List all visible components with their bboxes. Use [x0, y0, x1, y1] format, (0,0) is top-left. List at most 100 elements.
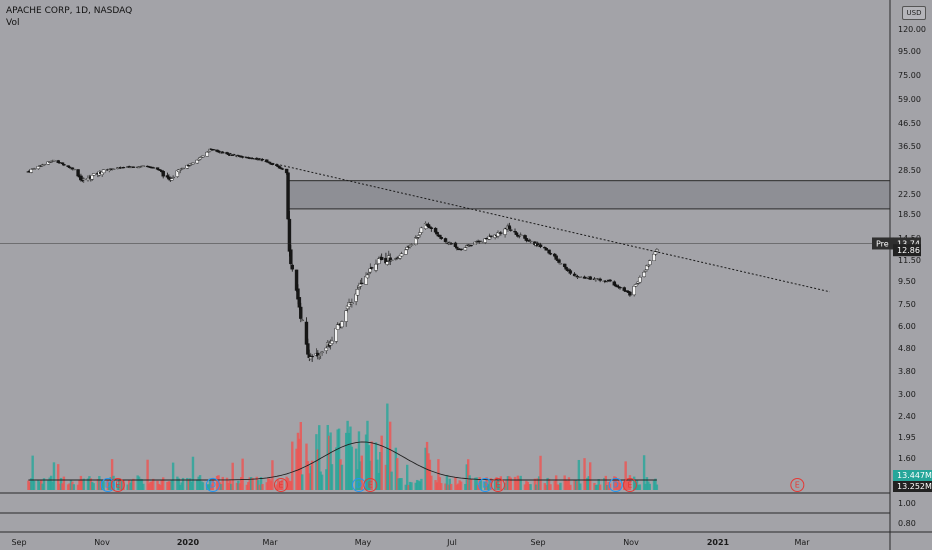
- candle-body: [76, 169, 80, 177]
- volume-bar: [218, 482, 222, 490]
- volume-bar: [404, 484, 407, 490]
- candle-body: [360, 282, 364, 284]
- volume-bar: [410, 482, 413, 490]
- candle-body: [324, 347, 329, 351]
- volume-bar: [68, 483, 71, 490]
- volume-bar: [170, 479, 173, 490]
- volume-bar: [519, 475, 522, 490]
- time-tick-label: Sep: [11, 538, 26, 547]
- candle-body: [608, 279, 612, 282]
- volume-bar: [374, 442, 378, 490]
- volume-bar: [528, 484, 531, 490]
- price-tick-label: 36.50: [898, 142, 921, 151]
- volume-bar: [82, 478, 85, 490]
- volume-bar: [624, 461, 627, 490]
- candle-body: [358, 283, 363, 287]
- last-price-badge: [893, 244, 921, 257]
- volume-bar: [171, 462, 175, 490]
- candle-body: [469, 244, 473, 247]
- volume-bar: [225, 477, 229, 490]
- volume-bar: [354, 448, 358, 490]
- volume-bar: [38, 481, 41, 490]
- candle-body: [558, 263, 563, 265]
- volume-bar: [298, 438, 301, 490]
- marker-letter: D: [105, 481, 111, 490]
- volume-bar: [160, 480, 163, 490]
- volume-bar: [306, 461, 310, 490]
- volume-bar: [161, 477, 165, 490]
- price-tick-label: 22.50: [898, 190, 921, 199]
- candle-body: [32, 168, 36, 170]
- volume-bar: [30, 478, 33, 490]
- volume-bar: [617, 478, 620, 490]
- volume-bar: [496, 480, 500, 490]
- candle-body: [568, 270, 573, 274]
- volume-bar: [241, 458, 244, 490]
- volume-badge: [893, 470, 932, 481]
- volume-bar: [57, 464, 60, 490]
- volume-bar: [61, 483, 64, 490]
- volume-bar: [327, 435, 331, 490]
- volume-bar: [335, 447, 338, 490]
- volume-bar: [78, 479, 81, 490]
- volume-bar: [488, 478, 491, 490]
- price-tick-label: 95.00: [898, 47, 921, 56]
- marker-letter: E: [368, 481, 373, 490]
- volume-bar: [126, 484, 129, 490]
- candle-body: [101, 169, 106, 174]
- marker-letter: D: [356, 481, 362, 490]
- dividend-marker-icon: [100, 478, 115, 492]
- time-tick-label: Nov: [623, 538, 639, 547]
- volume-bar: [608, 483, 612, 490]
- volume-bar: [447, 484, 450, 490]
- volume-bar: [275, 484, 278, 490]
- candle-body: [389, 259, 394, 261]
- volume-bar: [238, 483, 241, 490]
- candle-body: [489, 235, 493, 238]
- candle-body: [171, 176, 175, 179]
- currency-button[interactable]: USD: [902, 6, 926, 20]
- volume-bar: [623, 481, 626, 490]
- volume-bar: [100, 480, 104, 490]
- volume-bar: [339, 459, 342, 490]
- volume-bar: [319, 471, 322, 490]
- volume-bar: [493, 478, 497, 490]
- volume-bar: [69, 480, 73, 490]
- volume-bar: [39, 480, 43, 490]
- volume-bar: [556, 484, 559, 490]
- lines-layer: [0, 148, 890, 293]
- volume-bar: [384, 464, 388, 490]
- candle-body: [86, 178, 90, 181]
- volume-bar: [474, 477, 477, 490]
- volume-bar: [628, 475, 632, 490]
- candle-body: [479, 241, 483, 243]
- candle-body: [509, 229, 513, 231]
- volume-bar: [200, 481, 203, 490]
- volume-bar: [230, 483, 233, 490]
- volume-bar: [537, 476, 541, 490]
- candle-body: [642, 271, 646, 277]
- symbol-title: APACHE CORP, 1D, NASDAQ: [6, 6, 133, 16]
- volume-bar: [400, 478, 403, 490]
- candle-body: [503, 228, 507, 235]
- candle-body: [538, 244, 543, 248]
- volume-value-1: 13.447M: [897, 471, 932, 480]
- candle-body: [270, 163, 275, 165]
- volume-bar: [455, 484, 459, 490]
- trendline-resistance: [209, 148, 831, 293]
- candle-body: [635, 283, 639, 285]
- price-tick-label: 0.80: [898, 519, 916, 528]
- candle-body: [578, 276, 582, 278]
- volume-bar: [529, 484, 532, 490]
- volume-bar: [159, 484, 162, 490]
- volume-bar: [261, 484, 264, 490]
- volume-bar: [369, 460, 372, 490]
- candle-body: [91, 173, 96, 176]
- volume-bar: [364, 434, 368, 490]
- volume-bar: [37, 480, 40, 490]
- volume-bar: [577, 459, 581, 490]
- candle-body: [554, 255, 558, 260]
- price-tick-label: 1.00: [898, 499, 916, 508]
